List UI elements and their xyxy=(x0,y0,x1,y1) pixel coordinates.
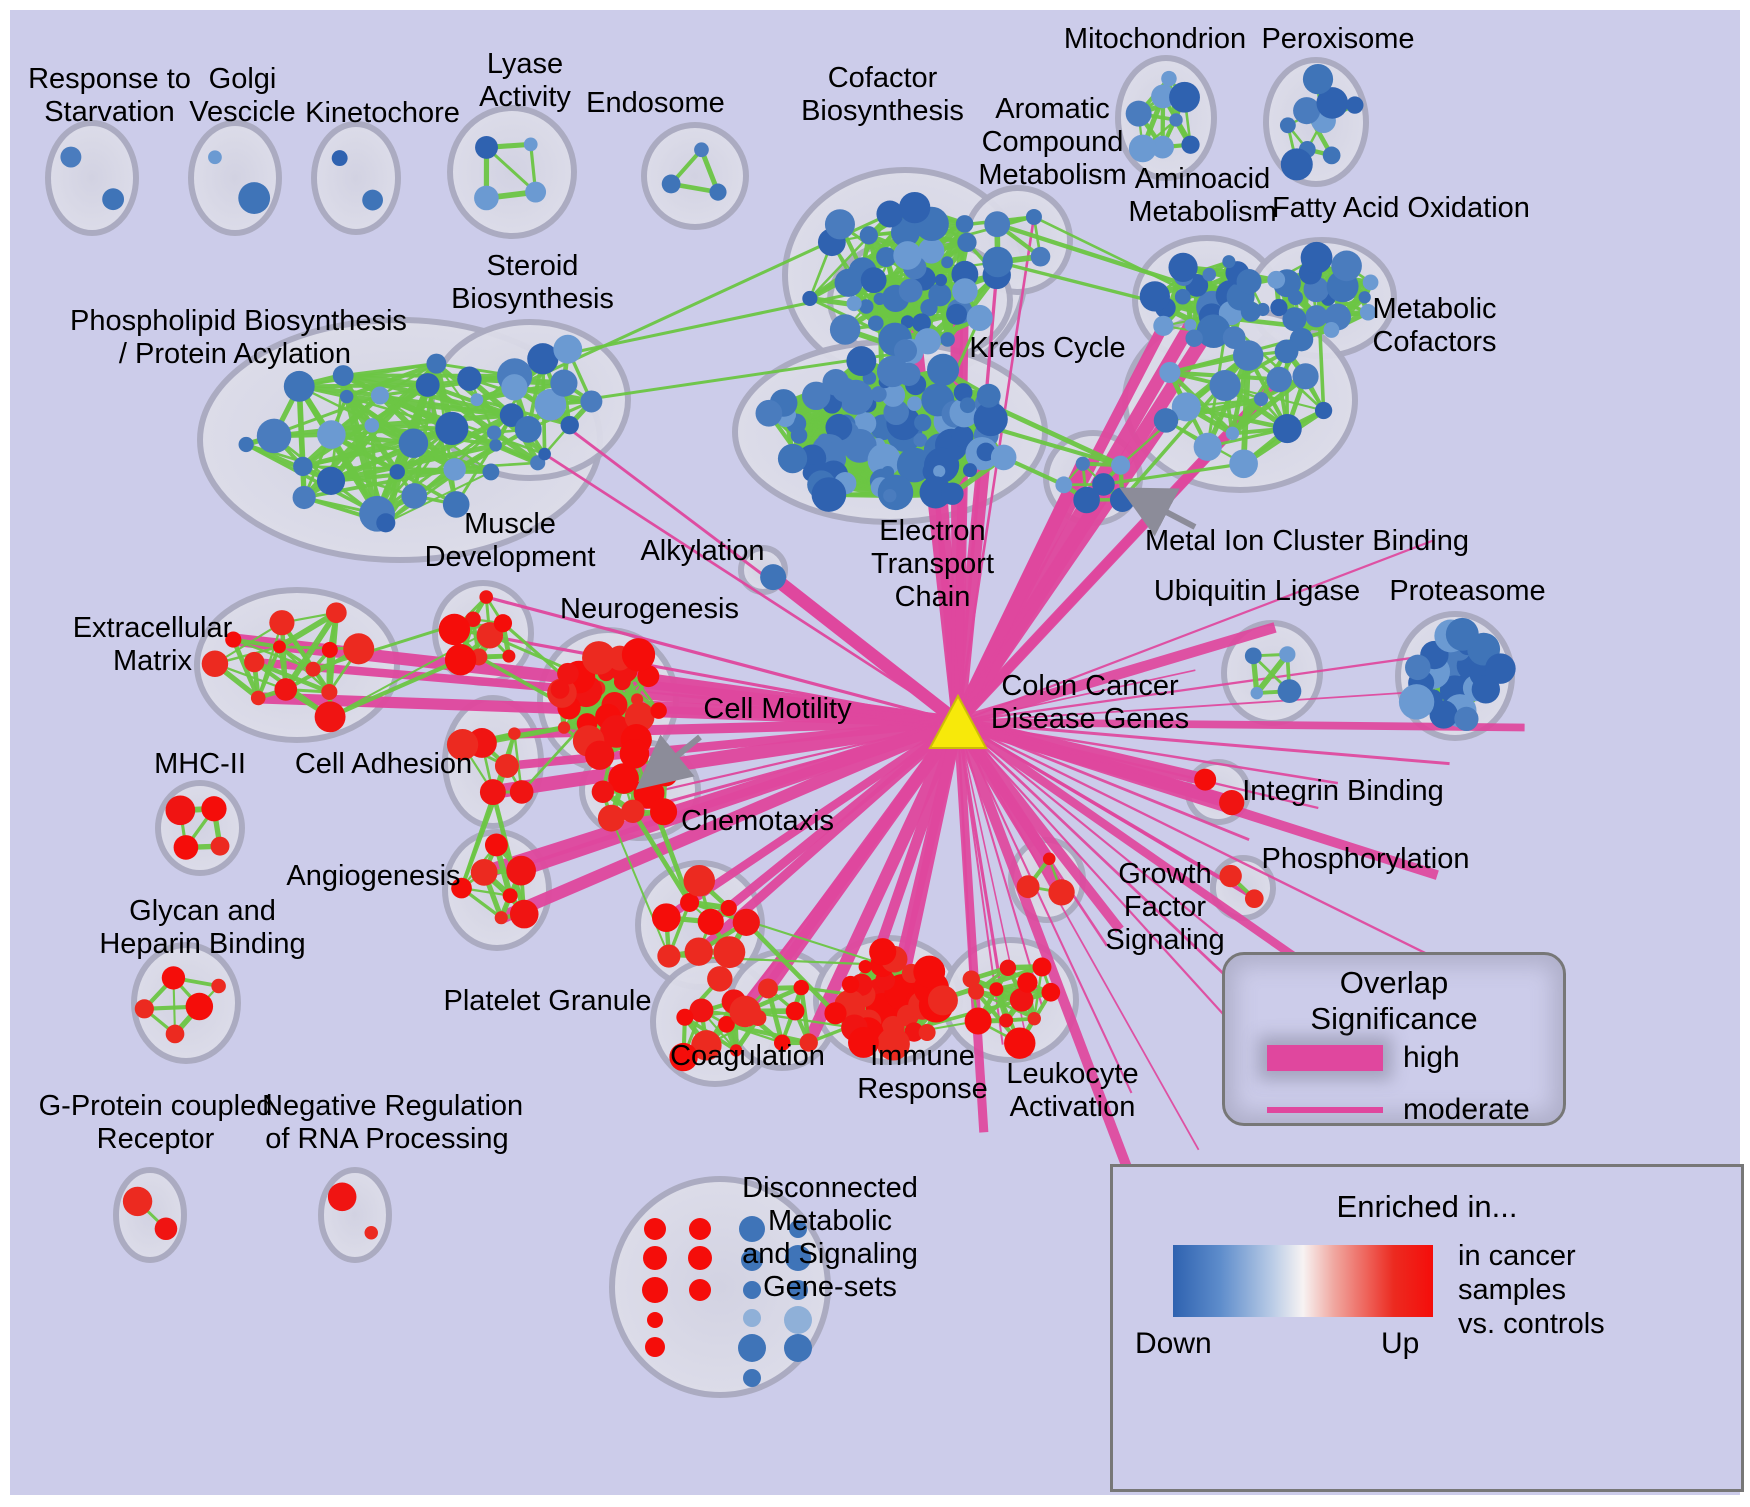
hub-edges xyxy=(232,216,1525,1244)
callout-arrows xyxy=(635,487,1197,790)
cluster-label-phospholipid-biosynthesis: Phospholipid Biosynthesis / Protein Acyl… xyxy=(70,305,407,370)
cluster-label-proteasome: Proteasome xyxy=(1389,575,1546,607)
cluster-label-metal-ion-cluster-binding: Metal Ion Cluster Binding xyxy=(1145,525,1469,557)
cluster-label-growth-factor-signaling: Growth Factor Signaling xyxy=(1105,858,1225,956)
legend-enriched-title: Enriched in... xyxy=(1336,1189,1518,1224)
cluster-label-extracellular-matrix: Extracellular Matrix xyxy=(72,612,233,677)
cluster-label-ubiquitin-ligase: Ubiquitin Ligase xyxy=(1153,575,1361,607)
cluster-label-fatty-acid-oxidation: Fatty Acid Oxidation xyxy=(1272,192,1530,224)
cluster-label-disconnected-gene-sets: Disconnected Metabolic and Signaling Gen… xyxy=(742,1172,918,1303)
cluster-label-negative-regulation-rna-processing: Negative Regulation of RNA Processing xyxy=(262,1090,524,1155)
legend-label-high: high xyxy=(1403,1041,1460,1074)
cluster-label-immune-response: Immune Response xyxy=(857,1040,988,1105)
legend-label-down: Down xyxy=(1135,1327,1212,1360)
cluster-label-muscle-development: Muscle Development xyxy=(424,508,596,573)
cluster-label-cofactor-biosynthesis: Cofactor Biosynthesis xyxy=(801,62,964,127)
cluster-label-aminoacid-metabolism: Aminoacid Metabolism xyxy=(1128,163,1277,228)
cluster-label-cell-motility: Cell Motility xyxy=(703,693,852,725)
cluster-label-electron-transport-chain: Electron Transport Chain xyxy=(870,515,995,613)
hub-colon-cancer-disease-genes[interactable] xyxy=(928,693,988,749)
cluster-label-platelet-granule: Platelet Granule xyxy=(443,985,652,1017)
cluster-label-peroxisome: Peroxisome xyxy=(1261,23,1415,55)
arrow-metal-ion-cluster-binding xyxy=(1119,487,1197,537)
cluster-label-chemotaxis: Chemotaxis xyxy=(680,805,835,837)
cluster-label-alkylation: Alkylation xyxy=(640,535,765,567)
cluster-label-golgi-vescicle: Golgi Vescicle xyxy=(189,63,296,128)
legend-overlap-title: Overlap Significance xyxy=(1310,965,1478,1036)
legend-enriched-in: Enriched in... Down Up in cancer samples… xyxy=(1110,1164,1744,1492)
cluster-label-angiogenesis: Angiogenesis xyxy=(286,860,461,892)
cluster-label-response-to-starvation: Response to Starvation xyxy=(28,63,191,128)
cluster-label-leukocyte-activation: Leukocyte Activation xyxy=(1006,1058,1139,1123)
legend-label-up: Up xyxy=(1381,1327,1420,1360)
hub-label: Colon Cancer Disease Genes xyxy=(990,670,1190,735)
legend-overlap-significance: Overlap Significance high moderate xyxy=(1222,952,1566,1126)
gene-set-nodes xyxy=(60,63,1516,1387)
cluster-label-krebs-cycle: Krebs Cycle xyxy=(969,332,1126,364)
legend-color-gradient xyxy=(1173,1245,1433,1317)
cluster-label-glycan-heparin-binding: Glycan and Heparin Binding xyxy=(99,895,306,960)
cluster-label-mhc-ii: MHC-II xyxy=(154,748,246,780)
cluster-label-lyase-activity: Lyase Activity xyxy=(479,48,571,113)
cluster-label-metabolic-cofactors: Metabolic Cofactors xyxy=(1372,293,1497,358)
cluster-label-mitochondrion: Mitochondrion xyxy=(1063,23,1247,55)
cluster-label-kinetochore: Kinetochore xyxy=(305,97,460,129)
cluster-label-coagulation: Coagulation xyxy=(670,1040,825,1072)
cluster-label-g-protein-coupled-receptor: G-Protein coupled Receptor xyxy=(38,1090,273,1155)
cluster-label-integrin-binding: Integrin Binding xyxy=(1242,775,1444,807)
legend-note: in cancer samples vs. controls xyxy=(1458,1240,1605,1340)
cluster-label-cell-adhesion: Cell Adhesion xyxy=(294,748,473,780)
legend-swatch-high xyxy=(1267,1045,1383,1071)
arrow-cell-motility xyxy=(635,734,702,790)
cluster-label-steroid-biosynthesis: Steroid Biosynthesis xyxy=(451,250,614,315)
legend-swatch-moderate xyxy=(1267,1107,1383,1113)
cluster-label-endosome: Endosome xyxy=(586,87,725,119)
cluster-label-aromatic-compound-metabolism: Aromatic Compound Metabolism xyxy=(978,93,1127,191)
legend-label-moderate: moderate xyxy=(1403,1093,1530,1126)
cluster-label-neurogenesis: Neurogenesis xyxy=(560,593,739,625)
cluster-label-phosphorylation: Phosphorylation xyxy=(1261,843,1470,875)
